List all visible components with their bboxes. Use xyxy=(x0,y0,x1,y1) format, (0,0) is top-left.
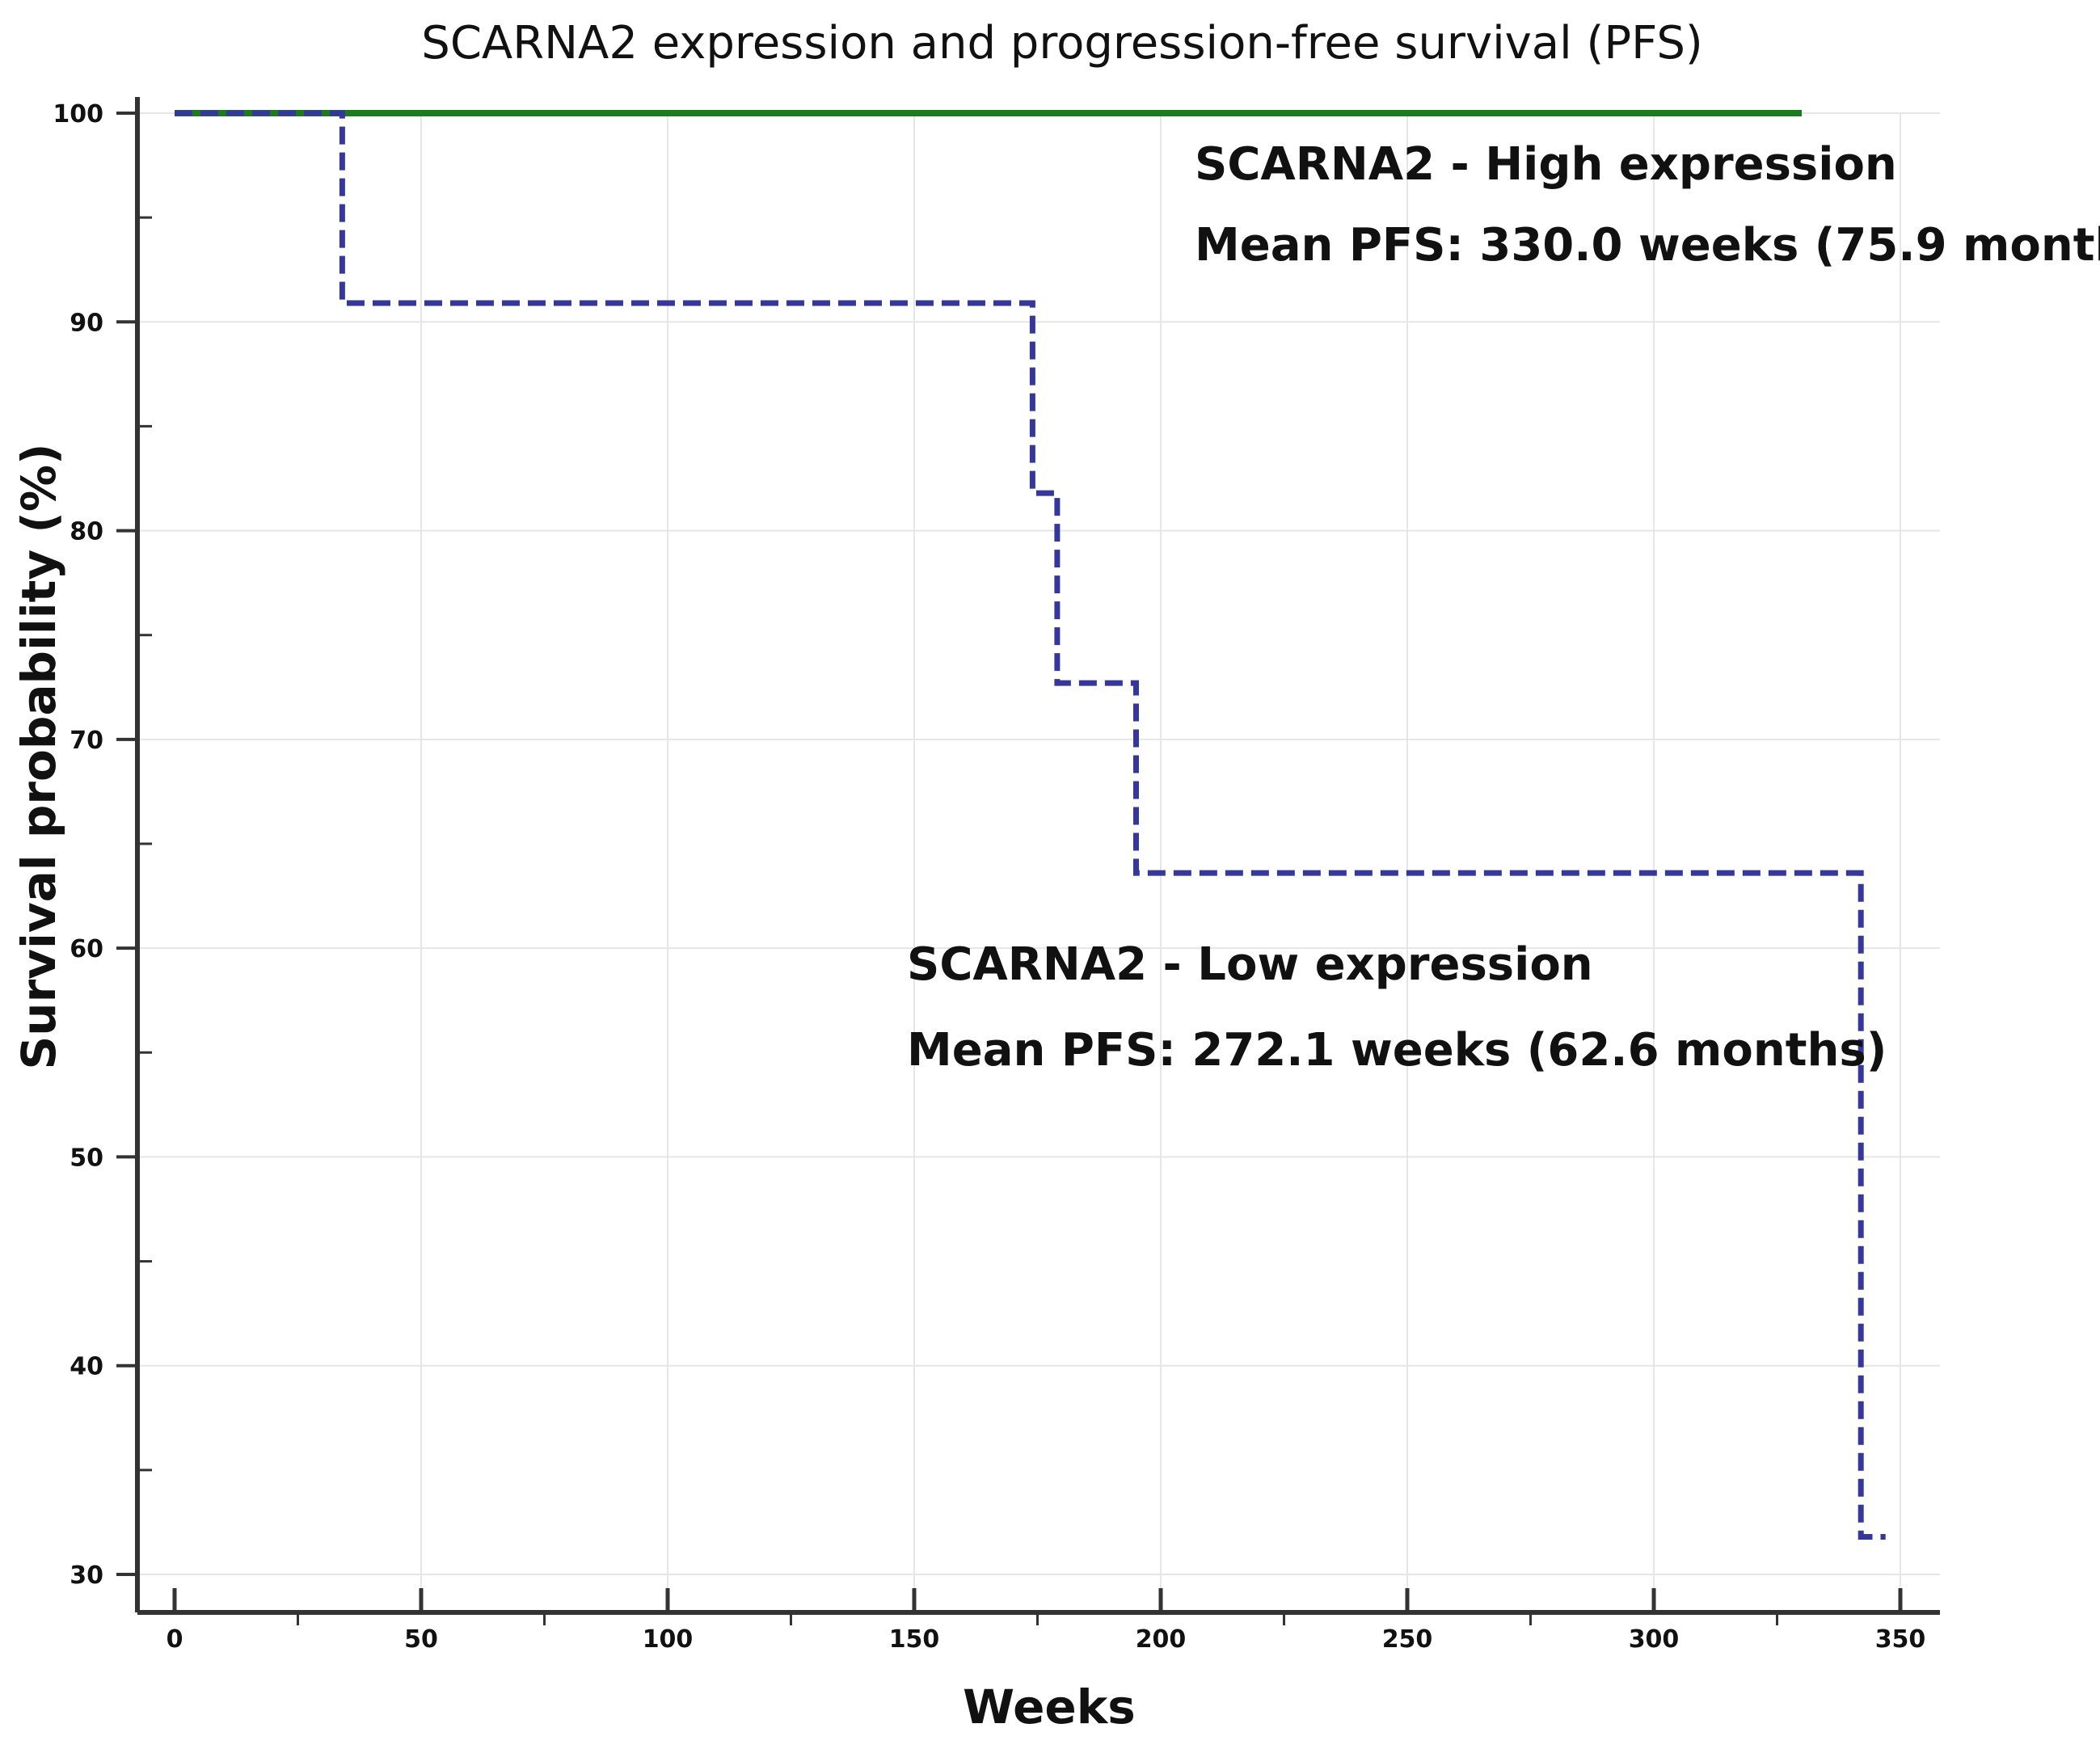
series-line-1 xyxy=(175,110,1886,1540)
y-tick-label-3: 60 xyxy=(70,935,103,963)
annotation-low-title: SCARNA2 - Low expression xyxy=(907,938,1593,991)
x-tick-label-4: 200 xyxy=(1136,1625,1187,1654)
y-tick-label-6: 90 xyxy=(70,309,103,337)
annotation-high-title: SCARNA2 - High expression xyxy=(1195,138,1897,191)
y-tick-label-5: 80 xyxy=(70,518,103,546)
x-tick-label-6: 300 xyxy=(1629,1625,1680,1654)
y-axis-label: Survival probability (%) xyxy=(11,443,66,1069)
annotation-low-mean: Mean PFS: 272.1 weeks (62.6 months) xyxy=(907,1024,1887,1077)
y-tick-label-7: 100 xyxy=(53,100,103,129)
x-tick-label-1: 50 xyxy=(404,1625,438,1654)
x-tick-label-7: 350 xyxy=(1875,1625,1926,1654)
y-tick-label-1: 40 xyxy=(70,1353,103,1381)
y-tick-label-0: 30 xyxy=(70,1561,103,1590)
x-tick-label-5: 250 xyxy=(1382,1625,1433,1654)
series xyxy=(175,110,1886,1540)
x-tick-label-0: 0 xyxy=(167,1625,183,1654)
chart-title: SCARNA2 expression and progression-free … xyxy=(421,17,1702,70)
y-tick-label-4: 70 xyxy=(70,727,103,755)
tick-labels: 30 40 50 60 70 80 90 100 0 50 100 150 200 250 300 350 xyxy=(53,100,1925,1654)
axes xyxy=(116,97,1940,1625)
x-axis-label: Weeks xyxy=(963,1679,1136,1734)
y-tick-label-2: 50 xyxy=(70,1144,103,1172)
annotation-high-mean: Mean PFS: 330.0 weeks (75.9 months) xyxy=(1195,219,2100,272)
x-tick-label-3: 150 xyxy=(889,1625,940,1654)
x-tick-label-2: 100 xyxy=(643,1625,694,1654)
gridlines xyxy=(137,112,1940,1612)
